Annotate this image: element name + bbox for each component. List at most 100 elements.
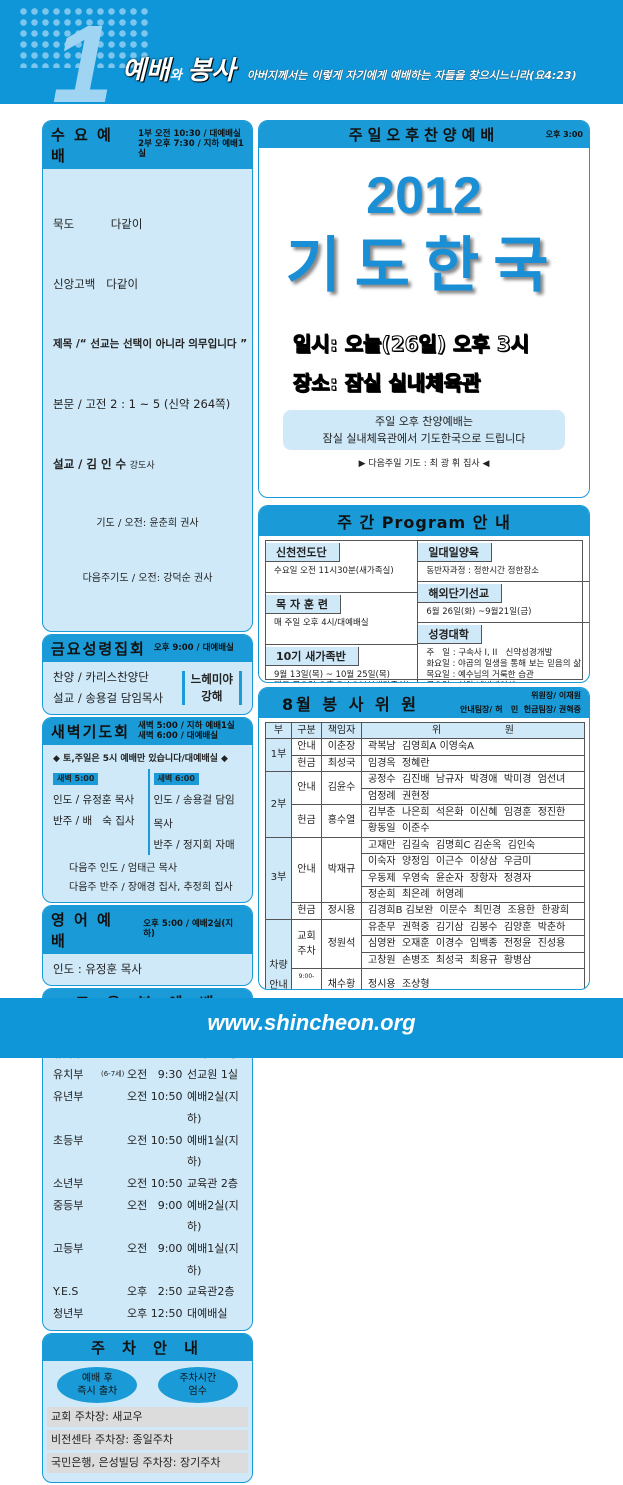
- program-title: 성경대학: [418, 625, 482, 644]
- members-cell: 정시용 조상형: [361, 968, 585, 989]
- education-row: 유치부 (6-7세) 오전 9:30 선교원 1실: [53, 1064, 242, 1086]
- type-cell: 헌금: [291, 902, 322, 920]
- age: [101, 1086, 127, 1129]
- program-title: 신천전도단: [266, 543, 340, 562]
- parking-info: 주 차 안 내 예배 후 즉시 출차 주차시간 엄수 교회 주차장: 새교우 비전센…: [42, 1332, 253, 1483]
- education-row: 초등부 오전 10:50 예배1실(지하): [53, 1130, 242, 1173]
- education-row: 유년부 오전 10:50 예배2실(지하): [53, 1086, 242, 1129]
- time: 오전 9:30: [127, 1068, 183, 1082]
- dept: 청년부: [53, 1307, 84, 1321]
- education-row: 청년부 오후 12:50 대예배실: [53, 1303, 242, 1325]
- wednesday-service: 수 요 예 배 1부 오전 10:30 / 대예배실 2부 오후 7:30 / 지하…: [42, 120, 253, 632]
- column-header: 책임자: [321, 721, 362, 740]
- leader-cell: 박재규: [321, 836, 362, 904]
- part-cell: 1부: [265, 738, 292, 773]
- program-line: 목요일 : 예수님의 거룩한 습관: [426, 670, 534, 680]
- header-band: 1 예배와 봉사 아버지께서는 이렇게 자기에게 예배하는 자들을 찾으시느니라…: [0, 0, 623, 120]
- program-title: 일대일양육: [418, 543, 492, 562]
- table-row: 고창원 손병조 최성국 최용규 황병삼: [266, 951, 585, 970]
- parking-rule-oval: 예배 후 즉시 출차: [57, 1366, 138, 1403]
- age: [101, 1238, 127, 1281]
- education-row: 고등부 오전 9:00 예배1실(지하): [53, 1238, 242, 1281]
- education-row: 소년부 오전 10:50 교육관 2층: [53, 1173, 242, 1195]
- members-cell: 고창원 손병조 최성국 최용규 황병삼: [361, 951, 585, 970]
- part-cell: 3부: [265, 836, 292, 920]
- age: (6-7세): [101, 1070, 125, 1079]
- members-cell: 황동일 이준수: [361, 820, 585, 838]
- room: 대예배실: [187, 1307, 228, 1321]
- table-row: 헌금 최성국 임경옥 정혜란: [266, 754, 585, 773]
- leader-cell: 채수황: [321, 968, 362, 989]
- column-header: 부: [265, 721, 292, 740]
- program-desc: 동반자과정 : 정한시간 정한장소: [418, 562, 589, 581]
- program-item: 해외단기선교 6월 26일(화) ~9월21일(금): [418, 582, 589, 623]
- leader-cell: 홍수열: [321, 804, 362, 838]
- bible-verse: 아버지께서는 이렇게 자기에게 예배하는 자들을 찾으시느니라(요4:23): [246, 69, 577, 82]
- members-cell: 곽복남 김영희A 이영숙A: [361, 738, 585, 756]
- age: [101, 1173, 127, 1195]
- type-cell: 교회 주차: [291, 918, 322, 970]
- leader-cell: 정원석: [321, 918, 362, 970]
- table-row: 헌금 정시용 김경희B 김보완 이문수 최민경 조용한 한광희: [266, 902, 585, 920]
- dept: Y.E.S: [53, 1285, 79, 1299]
- friday-service: 금요성령집회 오후 9:00 / 대예배실 찬양 / 카리스찬양단 설교 / 송용걸…: [42, 634, 253, 715]
- time: 오전 10:50: [127, 1176, 183, 1190]
- dot-pattern: [18, 6, 148, 68]
- dept: 고등부: [53, 1242, 84, 1256]
- members-cell: 임경옥 정혜란: [361, 754, 585, 773]
- time: 오전 10:50: [127, 1133, 183, 1147]
- leader-cell: 최성국: [321, 754, 362, 773]
- program-line: 9월 13일(목) ~ 10월 25일(목): [274, 670, 390, 680]
- table-row: 헌금 홍수열 김부춘 나은희 석은화 이신혜 임경훈 정진한: [266, 804, 585, 838]
- table-header-row: 부 구분 책임자 위 원: [265, 721, 585, 740]
- time: 오전 9:00: [127, 1242, 183, 1256]
- type-cell: 헌금: [291, 804, 322, 838]
- age: [101, 1281, 127, 1303]
- room: 예배2실(지하): [187, 1090, 239, 1125]
- footer-band: www.shincheon.org: [0, 998, 623, 1058]
- service-table: 부 구분 책임자 위 원 1부 안내 이춘장 곽복남 김영희A 이영숙A 헌금 최성국 임경옥 정혜…: [265, 721, 585, 989]
- program-line: 수요일 오전 11시30분(새가족실): [274, 566, 394, 576]
- weekly-program: 주 간 Program 안 내 신천전도단 수요일 오전 11시30분(새가족실)…: [258, 505, 590, 683]
- members-cell: 엄정례 권현정: [361, 787, 585, 806]
- program-line: 6월 26일(화) ~9월21일(금): [426, 607, 532, 617]
- members-cell: 김경희B 김보완 이문수 최민경 조용한 한광희: [361, 902, 585, 920]
- program-line: 금요일 : 신약 네비게이션: [426, 681, 581, 682]
- room: 교육관2층: [187, 1285, 235, 1299]
- program-title: 목 자 훈 련: [266, 595, 341, 614]
- dept: 초등부: [53, 1133, 84, 1147]
- age: [101, 1130, 127, 1173]
- table-row: 심영완 오재훈 이경수 임백종 전정윤 진성용: [266, 935, 585, 953]
- parking-rule-oval: 주차시간 엄수: [157, 1366, 238, 1403]
- left-column: 수 요 예 배 1부 오전 10:30 / 대예배실 2부 오후 7:30 / 지하…: [42, 120, 253, 1485]
- program-desc: 6월 26일(화) ~9월21일(금): [418, 603, 589, 622]
- room: 선교원 1실: [187, 1068, 238, 1082]
- dept: 유치부: [53, 1068, 84, 1082]
- members-cell: 심영완 오재훈 이경수 임백종 전정윤 진성용: [361, 935, 585, 953]
- service-committee: 8월 봉 사 위 원 위원장/ 이재원 안내팀장/ 허 민 헌금팀장/ 권혁중 …: [258, 687, 590, 990]
- room: 예배1실(지하): [187, 1133, 239, 1169]
- time: 오후 2:50: [127, 1285, 183, 1299]
- members-cell: 고재만 김길숙 김명희C 김순옥 김인숙: [361, 836, 585, 855]
- website-link[interactable]: www.shincheon.org: [207, 1010, 416, 1035]
- sunday-worship: 주일오후찬양예배 오후 3:00 2012 기도한국 일시: 오늘(26일) 오후…: [258, 120, 590, 498]
- time: 오전 10:50: [127, 1090, 183, 1104]
- members-cell: 우동제 우영숙 윤순자 장항자 정경자: [361, 869, 585, 888]
- room: 예배2실(지하): [187, 1198, 239, 1234]
- program-line: 매 주일 오후 4시/대예배실: [274, 618, 369, 628]
- room: 교육관 2층: [187, 1176, 238, 1190]
- table-row: 차량 안내 교회 주차 정원석 유춘무 권혁중 김기삼 김봉수 김양훈 박춘하: [265, 918, 585, 989]
- program-desc: 9월 13일(목) ~ 10월 25일(목)매주 목요일 오후 7시 30분(새…: [266, 666, 417, 682]
- program-line: 화요일 : 야곱의 일생을 통해 보는 믿음의 삶: [426, 659, 582, 669]
- leader-cell: 이춘장: [321, 738, 362, 756]
- members-cell: 이숙자 양정임 이근수 이상삼 우금미: [361, 853, 585, 871]
- program-line: 동반자과정 : 정한시간 정한장소: [426, 566, 539, 576]
- type-cell: 안내: [291, 836, 322, 904]
- age: [101, 1195, 127, 1238]
- program-line: 매주 목요일 오후 7시 30분(새가족실): [274, 681, 409, 682]
- table-row: 9:00-10:40채수황정시용 조상형: [266, 968, 585, 989]
